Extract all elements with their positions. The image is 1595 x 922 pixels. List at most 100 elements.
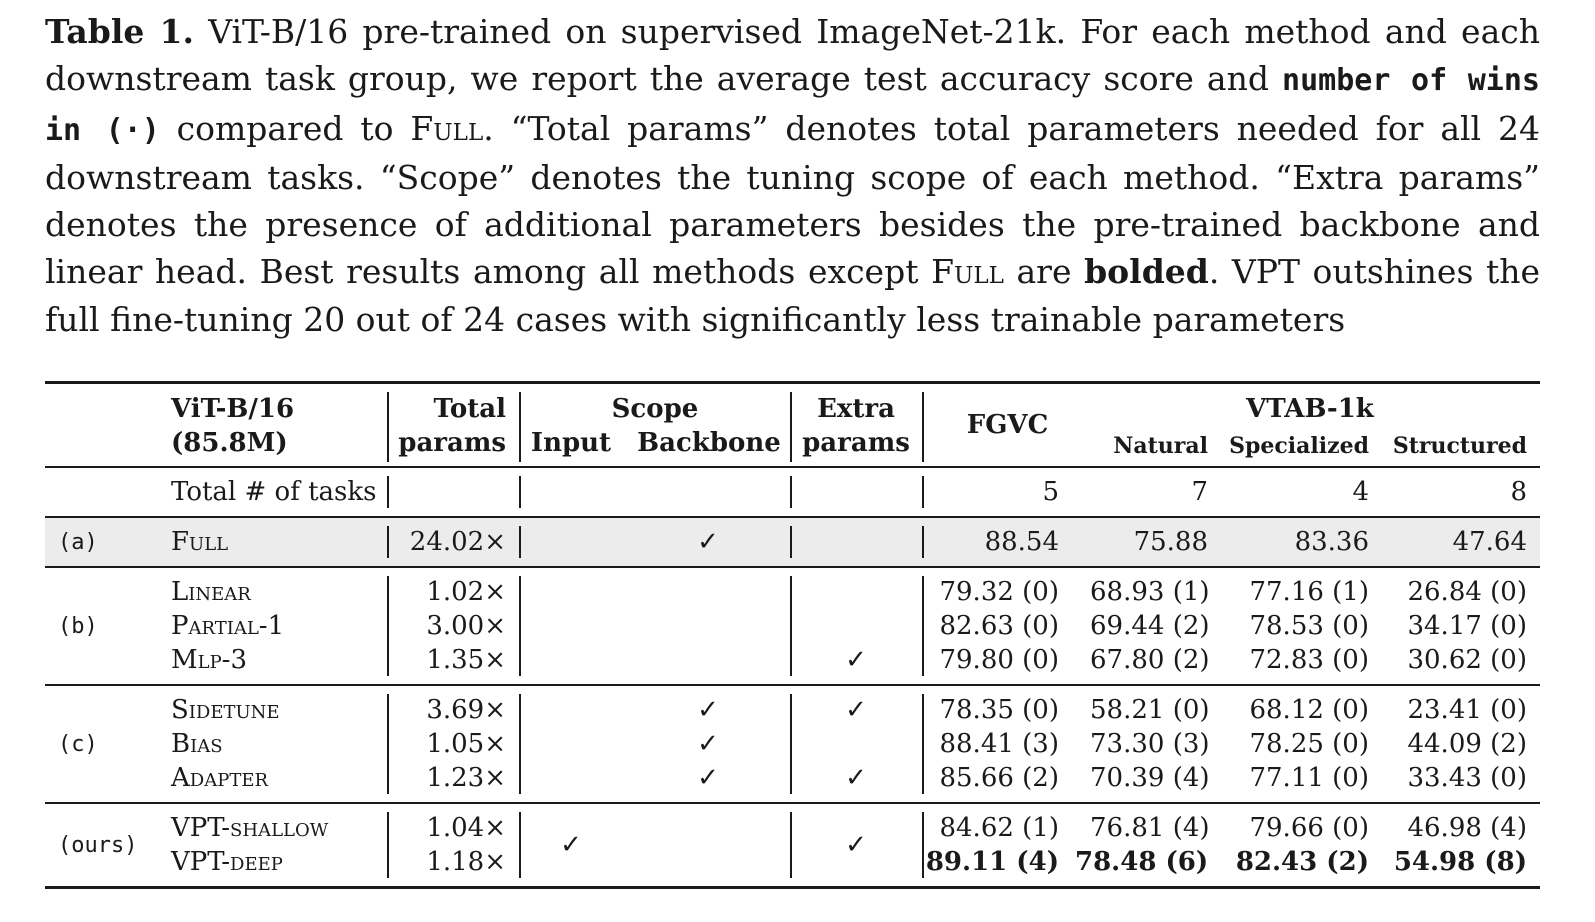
method-name: VPT-shallow — [171, 813, 329, 843]
natural-score: 70.39 (4) — [1090, 763, 1210, 793]
structured-score: 44.09 (2) — [1407, 729, 1527, 759]
checkmark: ✓ — [845, 830, 867, 860]
vsep-4 — [922, 812, 924, 878]
caption-text-3: . “Total params” denotes total parameter… — [45, 108, 1540, 292]
fgvc-score: 89.11 (4) — [925, 847, 1059, 877]
checkmark: ✓ — [845, 695, 867, 725]
total-params: 1.23× — [426, 763, 506, 793]
caption-label: Table 1. — [45, 12, 195, 51]
fgvc-score: 85.66 (2) — [939, 763, 1059, 793]
vsep-3 — [790, 576, 792, 676]
tasks-structured: 8 — [1510, 477, 1527, 507]
checkmark: ✓ — [697, 527, 719, 557]
header-extra-params: params — [802, 428, 910, 458]
vsep-1 — [387, 694, 389, 794]
total-params: 1.35× — [426, 645, 506, 675]
vsep-3 — [790, 526, 792, 558]
group-c-rule — [45, 802, 1540, 804]
checkmark: ✓ — [697, 763, 719, 793]
method-name: Linear — [171, 577, 251, 607]
specialized-score: 83.36 — [1294, 527, 1369, 557]
method-name: VPT-deep — [171, 847, 283, 877]
specialized-score: 77.11 (0) — [1249, 763, 1369, 793]
total-params: 1.04× — [426, 813, 506, 843]
vsep-2 — [519, 576, 521, 676]
vsep-4 — [922, 694, 924, 794]
method-name: Bias — [171, 729, 223, 759]
specialized-score: 79.66 (0) — [1249, 813, 1369, 843]
checkmark: ✓ — [697, 695, 719, 725]
caption-mono-text: number of wins in (·) — [45, 63, 1540, 148]
group-label-ours: (ours) — [58, 833, 138, 858]
natural-score: 69.44 (2) — [1090, 611, 1210, 641]
specialized-score: 72.83 (0) — [1249, 645, 1369, 675]
caption-full-1: Full — [410, 108, 484, 148]
vsep-4 — [922, 576, 924, 676]
full-row-background — [45, 518, 1540, 566]
vsep-4 — [922, 392, 924, 462]
vsep-1 — [387, 476, 389, 508]
tasks-specialized: 4 — [1352, 477, 1369, 507]
specialized-score: 82.43 (2) — [1235, 847, 1369, 877]
method-name: Adapter — [171, 763, 269, 793]
natural-score: 78.48 (6) — [1075, 847, 1209, 877]
header-input: Input — [530, 428, 612, 458]
natural-score: 75.88 — [1133, 527, 1208, 557]
group-b-rule — [45, 684, 1540, 686]
vsep-2 — [519, 392, 521, 462]
header-vtab: VTAB-1k — [1246, 394, 1374, 424]
fgvc-score: 79.32 (0) — [939, 577, 1059, 607]
total-params: 24.02× — [409, 527, 506, 557]
structured-score: 30.62 (0) — [1407, 645, 1527, 675]
fgvc-score: 78.35 (0) — [939, 695, 1059, 725]
fgvc-score: 84.62 (1) — [939, 813, 1059, 843]
checkmark: ✓ — [560, 830, 582, 860]
vsep-1 — [387, 526, 389, 558]
method-name: Mlp-3 — [171, 645, 248, 675]
vsep-2 — [519, 694, 521, 794]
header-total: Total — [433, 394, 506, 424]
structured-score: 23.41 (0) — [1407, 695, 1527, 725]
header-params: params — [398, 428, 506, 458]
structured-score: 26.84 (0) — [1407, 577, 1527, 607]
header-rule — [45, 466, 1540, 468]
natural-score: 76.81 (4) — [1090, 813, 1210, 843]
total-params: 3.00× — [426, 611, 506, 641]
vsep-3 — [790, 476, 792, 508]
total-params: 3.69× — [426, 695, 506, 725]
header-natural: Natural — [1113, 433, 1208, 459]
caption-full-2: Full — [931, 252, 1004, 292]
vsep-4 — [922, 526, 924, 558]
caption-text-2: compared to — [176, 108, 394, 148]
tasks-natural: 7 — [1191, 477, 1208, 507]
method-name: Full — [171, 527, 229, 557]
tasks-label: Total # of tasks — [171, 477, 377, 507]
checkmark: ✓ — [697, 729, 719, 759]
checkmark: ✓ — [845, 645, 867, 675]
specialized-score: 68.12 (0) — [1249, 695, 1369, 725]
table-caption: Table 1. ViT-B/16 pre-trained on supervi… — [45, 8, 1540, 343]
structured-score: 34.17 (0) — [1407, 611, 1527, 641]
header-structured: Structured — [1392, 433, 1527, 459]
vsep-1 — [387, 812, 389, 878]
header-fgvc: FGVC — [966, 410, 1049, 440]
vsep-3 — [790, 392, 792, 462]
header-model-params: (85.8M) — [171, 428, 288, 458]
method-name: Partial-1 — [171, 611, 285, 641]
vsep-3 — [790, 812, 792, 878]
checkmark: ✓ — [845, 763, 867, 793]
fgvc-score: 88.54 — [984, 527, 1059, 557]
header-extra: Extra — [817, 394, 895, 424]
header-specialized: Specialized — [1229, 433, 1369, 459]
caption-text-4: are — [1016, 252, 1072, 292]
method-name: Sidetune — [171, 695, 280, 725]
total-params: 1.18× — [426, 847, 506, 877]
group-label-c: (c) — [58, 732, 98, 757]
vsep-3 — [790, 694, 792, 794]
fgvc-score: 82.63 (0) — [939, 611, 1059, 641]
structured-score: 33.43 (0) — [1407, 763, 1527, 793]
caption-text-1: ViT-B/16 pre-trained on supervised Image… — [45, 12, 1540, 99]
natural-score: 73.30 (3) — [1090, 729, 1210, 759]
fgvc-score: 79.80 (0) — [939, 645, 1059, 675]
caption-text-5: . VPT outshines the full fine-tuning 20 … — [45, 252, 1541, 339]
